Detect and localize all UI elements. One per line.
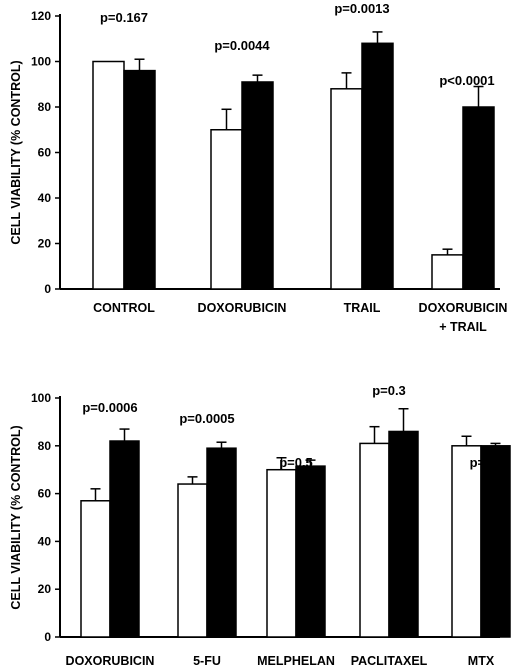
category-label: 5-FU <box>193 654 221 668</box>
bar <box>462 106 495 290</box>
y-axis-label: CELL VIABILITY (% CONTROL) <box>9 425 23 609</box>
y-tick-label: 40 <box>38 534 52 548</box>
category-label: PACLITAXEL <box>351 654 428 668</box>
bar <box>210 129 243 290</box>
bar <box>266 468 297 638</box>
bar <box>388 430 419 638</box>
p-value-annotation: p=0.0044 <box>214 38 270 53</box>
bar <box>295 465 326 638</box>
top-bar-chart: CELL VIABILITY (% CONTROL) 0 20 40 60 80 100 12… <box>9 1 507 334</box>
bar <box>480 445 511 638</box>
category-label: + TRAIL <box>439 320 487 334</box>
y-tick-label: 20 <box>38 582 52 596</box>
y-tick-label: 120 <box>31 9 51 23</box>
bar <box>359 442 390 638</box>
category-label: MTX <box>468 654 495 668</box>
bar <box>80 500 111 638</box>
bar <box>431 254 464 290</box>
p-value-annotation: p=0.167 <box>100 10 148 25</box>
y-tick-label: 40 <box>38 191 52 205</box>
bar <box>206 447 237 638</box>
y-axis-label: CELL VIABILITY (% CONTROL) <box>9 60 23 244</box>
y-tick-label: 20 <box>38 237 52 251</box>
category-label: DOXORUBICIN <box>198 301 287 315</box>
bar <box>241 81 274 290</box>
y-tick-label: 0 <box>44 282 51 296</box>
p-value-annotation: p=0.0005 <box>179 411 234 426</box>
p-value-annotation: p=1 <box>470 455 493 470</box>
p-value-annotation: p=0.0006 <box>82 400 137 415</box>
category-label: CONTROL <box>93 301 155 315</box>
y-tick-label: 0 <box>44 630 51 644</box>
p-value-annotation: p=0.3 <box>372 383 406 398</box>
bar <box>330 88 363 290</box>
bar <box>177 483 208 638</box>
y-tick-label: 60 <box>38 146 52 160</box>
y-tick-label: 80 <box>38 100 52 114</box>
p-value-annotation: p=0.5 <box>279 455 313 470</box>
category-label: MELPHELAN <box>257 654 335 668</box>
y-tick-label: 100 <box>31 55 51 69</box>
p-value-annotation: p<0.0001 <box>439 73 494 88</box>
category-label: DOXORUBICIN <box>66 654 155 668</box>
bar <box>123 69 156 290</box>
y-tick-label: 60 <box>38 487 52 501</box>
category-label: TRAIL <box>344 301 381 315</box>
bar <box>109 440 140 638</box>
bar <box>451 445 482 638</box>
y-tick-label: 80 <box>38 439 52 453</box>
bar <box>361 42 394 290</box>
category-label: DOXORUBICIN <box>419 301 508 315</box>
p-value-annotation: p=0.0013 <box>334 1 389 16</box>
y-tick-label: 100 <box>31 391 51 405</box>
bar <box>92 60 125 290</box>
bottom-bar-chart: CELL VIABILITY (% CONTROL) 0 20 40 60 80 100 DO… <box>9 383 511 668</box>
